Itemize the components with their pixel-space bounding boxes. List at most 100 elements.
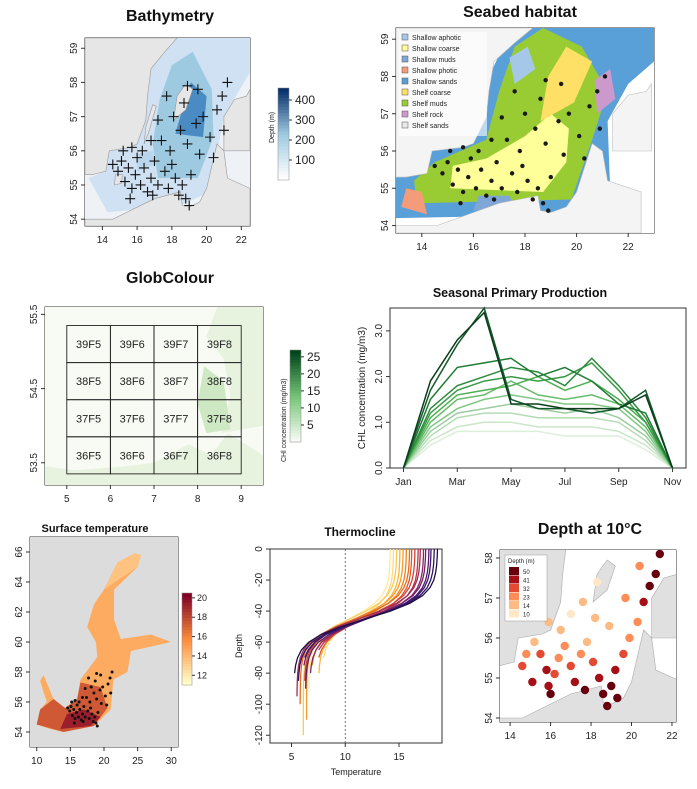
seabed-habitat-x-tick-label: 16 [468, 242, 480, 253]
bathymetry-station-marker [163, 183, 174, 194]
globcolour-grid-label: 39F8 [207, 339, 232, 351]
globcolour-colorbar-segment [290, 350, 301, 354]
globcolour-colorbar-segment [290, 377, 301, 382]
depth-at-10c-point [635, 561, 644, 571]
seasonal-production-series-line [402, 311, 674, 469]
surface-temperature-colorbar-segment [182, 639, 192, 643]
depth-at-10c-point [590, 613, 600, 623]
surface-temperature-station-marker [76, 715, 80, 719]
surface-temperature-x-tick-label: 10 [31, 756, 43, 767]
seabed-habitat-station-marker [494, 159, 499, 165]
depth-at-10c-point [655, 550, 665, 559]
seabed-habitat-station-marker [517, 148, 523, 154]
surface-temperature-station-marker [89, 685, 93, 689]
seasonal-production-y-tick-label: 2.0 [374, 369, 385, 383]
seabed-habitat-station-marker [522, 111, 528, 116]
depth-at-10c-land-south [500, 629, 676, 722]
seabed-habitat-legend-label: Shallow coarse [412, 46, 460, 53]
surface-temperature-colorbar-segment [182, 620, 192, 625]
surface-temperature-station-marker [87, 717, 91, 720]
depth-at-10c-land-baltics [651, 574, 676, 639]
surface-temperature-station-marker [101, 685, 105, 689]
bathymetry-station-marker [125, 193, 136, 204]
seabed-habitat-legend-swatch [401, 55, 409, 63]
bathymetry-y-tick-label: 56 [69, 145, 80, 157]
seabed-habitat-legend-swatch [401, 99, 409, 107]
seasonal-production-series-line [402, 357, 674, 469]
surface-temperature-station-marker [92, 691, 96, 695]
seasonal-production-series-line [402, 380, 674, 469]
seasonal-production-series-line [402, 421, 673, 469]
globcolour-map: 5 6 7 8 9 53.5 54.5 55.5 39F5 39F6 39F7 39F8 38F5 38F… [29, 304, 321, 505]
seabed-habitat-map: 14 16 18 20 22 54 55 56 57 58 59 Shallow aphotic Sha… [380, 27, 655, 253]
surface-temperature-station-marker [93, 715, 97, 719]
globcolour-colorbar-segment [290, 359, 301, 363]
surface-temperature-station-marker [110, 670, 114, 674]
depth-at-10c-legend-label: 23 [523, 596, 530, 602]
thermocline-panel: Thermocline 5 10 15 0 -20 -40 -60 -80 -100 -120 Te… [230, 515, 460, 785]
surface-temperature-x-tick-label: 15 [65, 756, 77, 767]
surface-temperature-colorbar-tick-label: 12 [197, 670, 207, 680]
bathymetry-colorbar-segment [278, 124, 289, 129]
bathymetry-station-marker [170, 173, 181, 184]
surface-temperature-colorbar-segment [182, 614, 192, 619]
globcolour-colorbar-segment [290, 386, 301, 391]
seabed-habitat-legend-swatch [401, 110, 409, 118]
surface-temperature-station-marker [72, 708, 76, 711]
globcolour-colorbar-tick-label: 20 [307, 367, 321, 381]
globcolour-colorbar-segment [290, 429, 301, 434]
bathymetry-colorbar-segment [278, 155, 289, 160]
globcolour-x-tick-label: 9 [238, 494, 244, 505]
bathymetry-station-marker [185, 169, 196, 180]
seabed-habitat-station-marker [504, 137, 510, 143]
surface-temperature-station-marker [95, 724, 99, 728]
depth-at-10c-point [578, 597, 588, 607]
globcolour-grid-label: 36F5 [76, 450, 101, 462]
bathymetry-colorbar-frame [277, 87, 290, 181]
surface-temperature-colorbar-segment [182, 611, 192, 615]
thermocline-x-tick-label: 15 [393, 752, 405, 763]
depth-at-10c-title: Depth at 10°C [537, 521, 643, 538]
bathymetry-station-marker [165, 145, 176, 156]
thermocline-profile-line [322, 548, 395, 658]
globcolour-panel: GlobColour 5 6 7 8 9 53.5 54.5 55.5 39F5 39F6 39F7… [0, 262, 340, 524]
depth-at-10c-point [651, 569, 660, 579]
seasonal-production-x-tick-label: Mar [449, 477, 467, 488]
bathymetry-x-tick-label: 20 [201, 235, 213, 246]
seabed-habitat-shallow-photic [401, 188, 427, 215]
thermocline-x-tick-label: 5 [289, 752, 295, 763]
globcolour-colorbar-segment [290, 383, 301, 388]
bathymetry-x-tick-label: 16 [132, 235, 144, 246]
depth-at-10c-point [550, 669, 559, 679]
seabed-habitat-legend-label: Shallow muds [412, 57, 456, 64]
bathymetry-colorbar-segment [278, 109, 289, 114]
surface-temperature-colorbar-segment [182, 608, 192, 612]
depth-at-10c-point [570, 677, 580, 687]
globcolour-grid-label: 39F6 [120, 339, 145, 351]
seabed-habitat-station-marker [489, 137, 494, 143]
seabed-habitat-legend-label: Shelf coarse [412, 90, 451, 97]
thermocline-y-tick-label: -100 [254, 694, 265, 714]
bathymetry-colorbar-segment [278, 106, 289, 110]
globcolour-y-tick-label: 54.5 [29, 378, 40, 398]
surface-temperature-station-marker [73, 699, 77, 702]
surface-temperature-station-marker [88, 700, 92, 704]
surface-temperature-colorbar-segment [182, 642, 192, 646]
seabed-habitat-legend-swatch [401, 66, 409, 74]
surface-temperature-colorbar-tick-label: 18 [197, 612, 207, 622]
seasonal-production-series-line [402, 412, 674, 469]
globcolour-x-tick-label: 5 [64, 494, 70, 505]
seabed-habitat-legend-label: Shallow sands [412, 79, 458, 86]
seabed-habitat-station-marker [499, 186, 504, 191]
depth-at-10c-point [546, 689, 555, 699]
globcolour-grid-label: 37F5 [76, 413, 101, 425]
depth-at-10c-map: 14 16 18 20 22 54 55 56 57 58 Depth (m) 50 41 32 23 14 1… [484, 549, 678, 742]
depth-at-10c-legend-title: Depth (m) [508, 559, 535, 565]
seabed-habitat-station-marker [556, 118, 561, 124]
globcolour-colorbar-segment [290, 374, 301, 379]
bathymetry-colorbar-segment [278, 167, 289, 172]
bathymetry-oland [143, 104, 157, 145]
bathymetry-colorbar-segment [278, 115, 289, 120]
seabed-habitat-shallow-aphotic [509, 46, 536, 84]
surface-temperature-station-marker [69, 705, 73, 708]
